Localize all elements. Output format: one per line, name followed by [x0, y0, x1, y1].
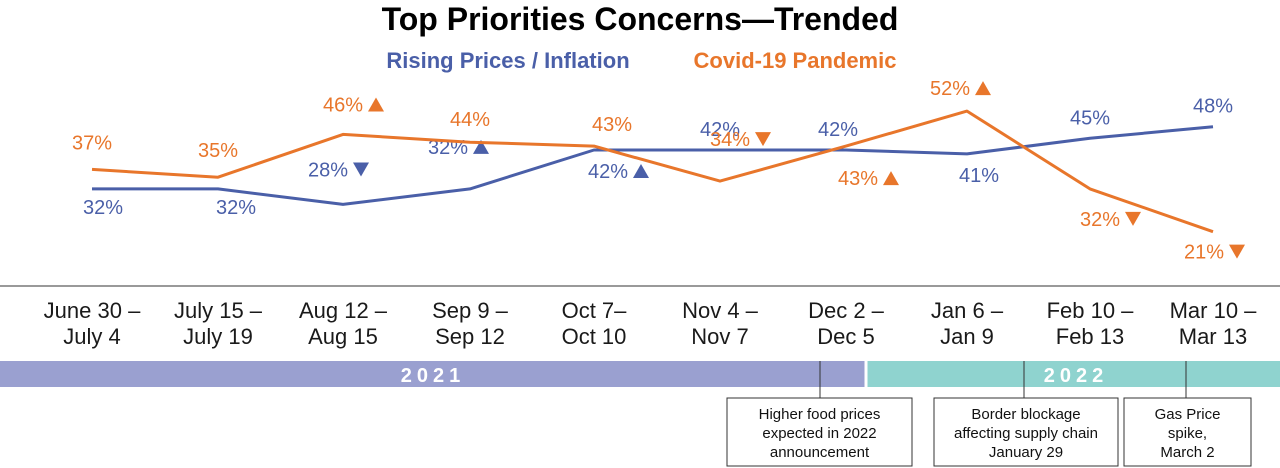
event-annotations: Higher food prices expected in 2022 announ…: [726, 361, 1252, 467]
annotation-text-2-2: March 2: [1160, 444, 1214, 461]
x-tick-label-5-0: Nov 4 –: [682, 298, 759, 323]
trend-arrow-down-icon: [1229, 244, 1245, 259]
annotation-box-2: [1123, 397, 1252, 467]
trend-arrow-up-icon: [473, 139, 489, 154]
trend-arrow-up-icon: [633, 164, 649, 178]
annotation-text-2-1: spike,: [1168, 425, 1207, 442]
series-line-0: [92, 125, 1214, 206]
trend-arrow-down-icon: [755, 132, 771, 147]
annotation-text-1-2: January 29: [989, 444, 1063, 461]
legend-covid-pandemic: Covid-19 Pandemic: [694, 48, 897, 73]
annotation-text-0-2: announcement: [770, 444, 870, 461]
trend-arrow-down-icon: [1125, 211, 1141, 226]
data-label-s1-p2: 46%: [323, 94, 363, 116]
data-label-s0-p7: 41%: [959, 165, 999, 187]
x-tick-label-4-1: Oct 10: [562, 324, 627, 349]
x-tick-label-8-0: Feb 10 –: [1047, 298, 1135, 323]
x-tick-label-8-1: Feb 13: [1056, 324, 1125, 349]
trend-arrow-down-icon: [353, 162, 369, 177]
x-tick-label-3-1: Sep 12: [435, 324, 505, 349]
annotation-text-2-0: Gas Price: [1155, 406, 1221, 423]
data-label-s1-p8: 32%: [1080, 209, 1120, 231]
year-label-2021: 2021: [401, 365, 466, 387]
x-tick-label-0-0: June 30 –: [44, 298, 141, 323]
annotation-box-1: [933, 397, 1119, 467]
data-label-s1-p0: 37%: [72, 132, 112, 154]
x-tick-label-7-0: Jan 6 –: [931, 298, 1004, 323]
x-tick-label-2-0: Aug 12 –: [299, 298, 388, 323]
annotation-text-1-0: Border blockage: [971, 406, 1080, 423]
data-label-s0-p0: 32%: [83, 197, 123, 219]
data-label-s1-p4: 43%: [592, 114, 632, 136]
x-tick-label-4-0: Oct 7–: [562, 298, 628, 323]
data-label-s0-p2: 28%: [308, 159, 348, 181]
x-tick-label-6-0: Dec 2 –: [808, 298, 885, 323]
data-label-s0-p4: 42%: [588, 161, 628, 183]
x-tick-label-1-0: July 15 –: [174, 298, 263, 323]
trend-arrow-up-icon: [883, 171, 899, 186]
data-label-s0-p6: 42%: [818, 119, 858, 141]
year-label-2022: 2022: [1044, 365, 1109, 387]
year-bar-2022: [866, 361, 1280, 387]
x-tick-label-3-0: Sep 9 –: [432, 298, 509, 323]
data-label-s1-p7: 52%: [930, 78, 970, 100]
x-tick-label-9-0: Mar 10 –: [1170, 298, 1258, 323]
x-tick-label-6-1: Dec 5: [817, 324, 874, 349]
chart-title: Top Priorities Concerns—Trended: [382, 1, 899, 37]
data-label-s1-p3: 44%: [450, 109, 490, 131]
trend-arrow-up-icon: [975, 81, 991, 96]
data-label-s0-p8: 45%: [1070, 107, 1110, 129]
legend-rising-prices: Rising Prices / Inflation: [386, 48, 629, 73]
annotation-text-0-0: Higher food prices: [759, 406, 881, 423]
annotation-box-0: [726, 397, 913, 467]
data-label-s1-p6: 43%: [838, 168, 878, 190]
data-label-s0-p9: 48%: [1193, 96, 1233, 118]
year-timeline: 2021 2022: [0, 361, 1280, 387]
x-tick-label-9-1: Mar 13: [1179, 324, 1247, 349]
annotation-text-0-1: expected in 2022: [762, 425, 876, 442]
year-bar-2021: [0, 361, 866, 387]
plot-area: 32% 32% 28% 32% 42% 42% 42% 41% 45% 48% 37% 35% 46% 4…: [72, 78, 1245, 264]
data-label-s1-p5: 34%: [710, 129, 750, 151]
trend-arrow-up-icon: [368, 97, 384, 112]
x-tick-label-0-1: July 4: [63, 324, 120, 349]
x-tick-label-1-1: July 19: [183, 324, 253, 349]
series-line-1: [91, 109, 1214, 234]
data-label-s1-p1: 35%: [198, 140, 238, 162]
x-tick-label-7-1: Jan 9: [940, 324, 994, 349]
x-tick-label-5-1: Nov 7: [691, 324, 748, 349]
data-label-s0-p5: 42%: [700, 119, 740, 141]
annotation-text-1-1: affecting supply chain: [954, 425, 1098, 442]
x-tick-label-2-1: Aug 15: [308, 324, 378, 349]
x-axis-ticks: June 30 –July 4 July 15 –July 19 Aug 12 –A…: [44, 298, 1257, 349]
data-label-s1-p9: 21%: [1184, 242, 1224, 264]
data-label-s0-p1: 32%: [216, 197, 256, 219]
